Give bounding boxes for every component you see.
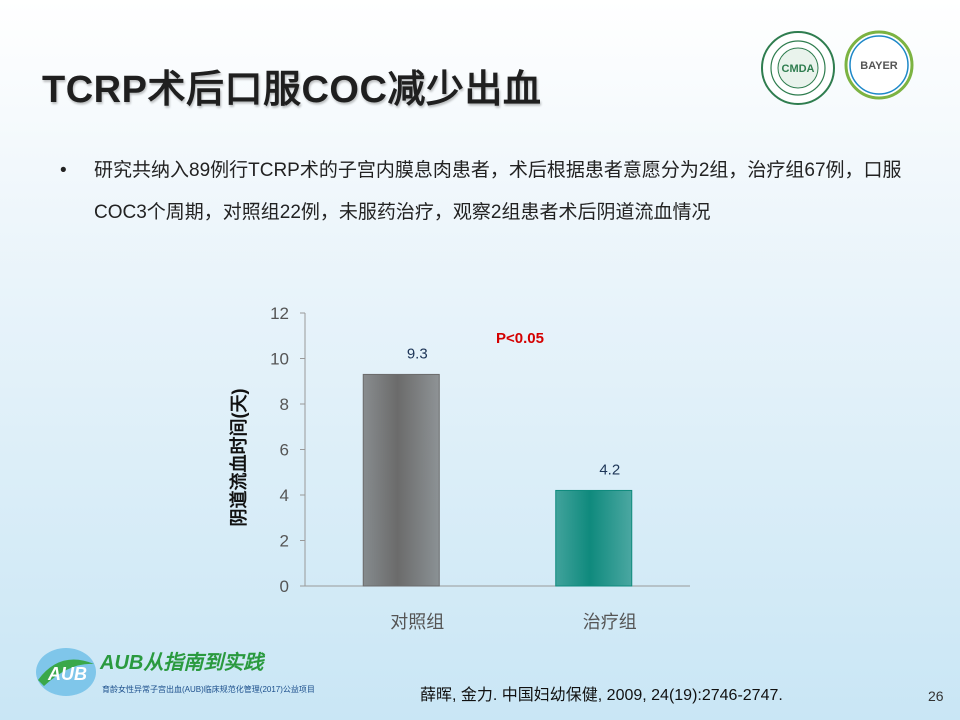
y-tick-label: 12 bbox=[270, 304, 289, 323]
aub-globe-icon: AUB bbox=[36, 648, 96, 696]
p-value-annotation: P<0.05 bbox=[496, 330, 544, 347]
bayer-logo-text: BAYER bbox=[860, 60, 898, 72]
bar-value-label: 4.2 bbox=[599, 461, 620, 478]
bar bbox=[555, 489, 633, 587]
y-tick-label: 10 bbox=[270, 350, 289, 369]
y-tick-label: 2 bbox=[280, 532, 289, 551]
cmda-logo-text: CMDA bbox=[782, 63, 815, 75]
x-category-label: 治疗组 bbox=[583, 612, 637, 632]
y-tick-label: 0 bbox=[280, 577, 289, 596]
bar-value-label: 9.3 bbox=[407, 345, 428, 362]
aub-logo-title: AUB从指南到实践 bbox=[100, 652, 264, 674]
svg-text:AUB: AUB bbox=[47, 664, 87, 684]
bullet-marker: • bbox=[60, 160, 67, 181]
y-axis-title: 阴道流血时间(天) bbox=[228, 389, 249, 527]
aub-project-logo: AUB AUB从指南到实践 育龄女性异常子宫出血(AUB)临床规范化管理(201… bbox=[30, 640, 315, 704]
bullet-text: 研究共纳入89例行TCRP术的子宫内膜息肉患者，术后根据患者意愿分为2组，治疗组… bbox=[94, 160, 902, 223]
x-category-label: 对照组 bbox=[390, 612, 444, 632]
y-tick-label: 4 bbox=[280, 486, 289, 505]
cmda-logo: CMDA bbox=[761, 31, 835, 105]
page-number: 26 bbox=[928, 688, 944, 704]
aub-logo-subtitle: 育龄女性异常子宫出血(AUB)临床规范化管理(2017)公益项目 bbox=[102, 685, 315, 694]
bar bbox=[362, 373, 440, 587]
slide-title: TCRP术后口服COC减少出血 bbox=[42, 69, 542, 111]
y-tick-label: 8 bbox=[280, 395, 289, 414]
bayer-logo: BAYER bbox=[844, 30, 914, 100]
citation: 薛晖, 金力. 中国妇幼保健, 2009, 24(19):2746-2747. bbox=[420, 687, 783, 704]
y-tick-label: 6 bbox=[280, 441, 289, 460]
